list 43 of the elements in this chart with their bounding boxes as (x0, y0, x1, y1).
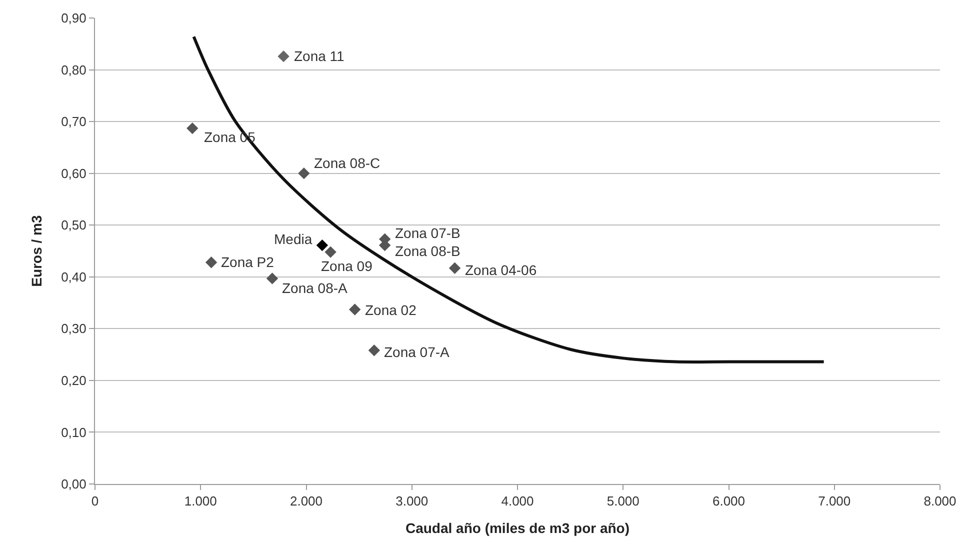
x-tick-label: 5.000 (606, 494, 640, 509)
x-tick-label: 8.000 (924, 494, 956, 509)
x-tick-label: 4.000 (501, 494, 534, 509)
y-axis-title: Euros / m3 (28, 215, 45, 287)
x-tick-label: 1.000 (184, 494, 217, 509)
annotation: Zona 04-06 (465, 262, 537, 278)
point (266, 272, 278, 284)
y-tick-label: 0,70 (61, 114, 86, 130)
annotation: Media (274, 231, 312, 247)
y-tick-label: 0,40 (61, 269, 86, 284)
annotation: Zona 07-A (384, 344, 450, 360)
annotation: Zona 11 (294, 48, 345, 64)
point (448, 262, 461, 274)
y-tick-label: 0,00 (61, 476, 86, 492)
point (368, 344, 380, 356)
annotation: Zona 09 (321, 258, 373, 274)
x-axis-title: Caudal año (miles de m3 por año) (405, 520, 630, 536)
annotation: Zona 02 (365, 302, 417, 318)
y-tick-label: 0,60 (61, 166, 86, 181)
y-tick-label: 0,10 (61, 424, 86, 440)
annotation: Zona 07-B (395, 225, 460, 241)
y-tick-label: 0,20 (61, 372, 86, 388)
point (298, 167, 310, 180)
point (278, 50, 290, 62)
x-tick-label: 6.000 (712, 494, 746, 509)
y-tick-label: 0,80 (61, 62, 86, 78)
annotation: Zona P2 (221, 254, 274, 270)
line-series (192, 35, 826, 364)
x-tick-label: 0 (91, 494, 99, 509)
x-tick-label: 3.000 (396, 494, 428, 509)
point (205, 256, 218, 268)
point (324, 246, 336, 258)
y-tick-label: 0,90 (61, 10, 86, 26)
point (348, 304, 361, 316)
point (316, 239, 328, 252)
y-tick-label: 0,30 (61, 321, 86, 336)
annotation: Zona 08-B (395, 243, 460, 259)
annotation: Zona 08-C (314, 155, 380, 171)
point (186, 122, 198, 134)
y-tick-label: 0,50 (61, 218, 86, 233)
x-tick-label: 2.000 (290, 494, 323, 509)
x-tick-label: 7.000 (818, 494, 851, 509)
annotation: Zona 08-A (282, 280, 348, 296)
